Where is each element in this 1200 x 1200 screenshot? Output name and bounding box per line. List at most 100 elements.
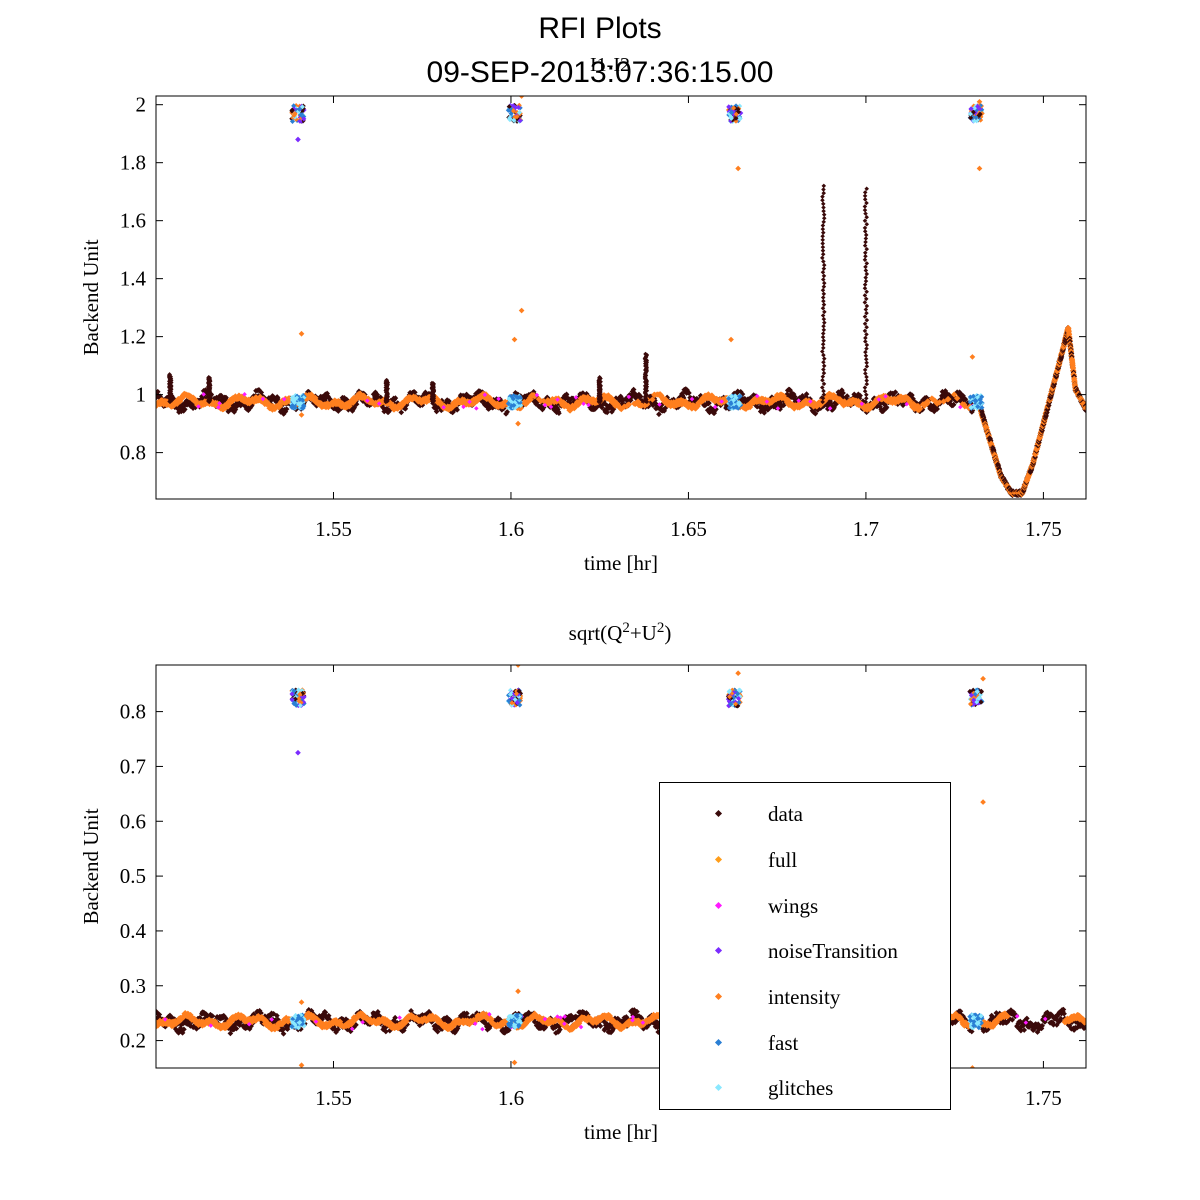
spike-point bbox=[863, 275, 868, 280]
data-point bbox=[883, 404, 890, 411]
spike-point bbox=[863, 335, 868, 341]
spike-point bbox=[863, 349, 868, 355]
spike-point bbox=[821, 190, 826, 196]
spike-point bbox=[821, 338, 826, 343]
outlier-point bbox=[298, 412, 305, 418]
plot-area bbox=[156, 96, 1086, 499]
spike-point bbox=[821, 187, 826, 192]
y-tick-label: 0.8 bbox=[120, 441, 146, 465]
outlier-point bbox=[728, 336, 734, 343]
outlier-point bbox=[735, 165, 741, 172]
spike-point bbox=[821, 388, 826, 394]
spike-point bbox=[864, 392, 869, 398]
spike-point bbox=[862, 282, 868, 287]
data-point bbox=[892, 389, 899, 396]
data-point bbox=[857, 392, 863, 399]
data-point bbox=[283, 406, 290, 412]
y-tick-label: 1.8 bbox=[120, 151, 146, 175]
data-point bbox=[844, 393, 850, 399]
data-point bbox=[556, 410, 562, 417]
spike-point bbox=[820, 374, 826, 379]
outlier-point bbox=[511, 336, 518, 343]
spike-point bbox=[820, 234, 825, 239]
figure-title: RFI Plots bbox=[538, 12, 662, 45]
spike-point bbox=[820, 270, 826, 275]
spike-point bbox=[820, 255, 825, 261]
outlier-point bbox=[969, 354, 976, 360]
spike-point bbox=[821, 277, 826, 282]
data-point bbox=[392, 395, 399, 401]
spike-point bbox=[863, 211, 868, 216]
spike-point bbox=[822, 320, 827, 325]
spike-point bbox=[821, 367, 826, 372]
spike-point bbox=[863, 232, 869, 238]
data-point bbox=[934, 406, 940, 412]
spike-point bbox=[821, 352, 826, 358]
spike-point bbox=[820, 295, 826, 300]
outlier-point bbox=[976, 165, 983, 172]
spike-point bbox=[863, 268, 869, 273]
outlier-point bbox=[515, 420, 521, 427]
spike-point bbox=[821, 262, 827, 268]
spike-point bbox=[820, 349, 825, 354]
spike-point bbox=[864, 374, 869, 380]
spike-point bbox=[822, 280, 827, 286]
spike-point bbox=[821, 363, 827, 369]
x-axis-label: time [hr] bbox=[584, 551, 658, 575]
data-point bbox=[803, 391, 810, 397]
spike-point bbox=[820, 331, 826, 336]
spike-point bbox=[821, 284, 827, 289]
spike-point bbox=[862, 385, 868, 390]
spike-point bbox=[821, 302, 827, 307]
spike-point bbox=[821, 219, 826, 225]
figure-timestamp: 09-SEP-2013:07:36:15.00 bbox=[426, 56, 774, 89]
data-point bbox=[637, 393, 644, 400]
spike-point bbox=[864, 346, 869, 351]
data-point bbox=[604, 409, 610, 416]
outlier-point bbox=[518, 307, 525, 314]
data-point bbox=[433, 408, 440, 415]
data-point bbox=[656, 411, 662, 418]
spike-point bbox=[821, 183, 827, 189]
spike-point bbox=[864, 360, 869, 366]
x-tick-label: 1.7 bbox=[853, 517, 879, 541]
spike-point bbox=[863, 278, 869, 284]
wings-point bbox=[474, 406, 479, 411]
data-point bbox=[791, 393, 798, 400]
y-tick-label: 1 bbox=[136, 383, 147, 407]
data-point bbox=[840, 390, 846, 396]
data-point bbox=[686, 390, 692, 396]
y-tick-label: 1.4 bbox=[120, 267, 147, 291]
spike-point bbox=[821, 327, 827, 333]
spike-point bbox=[821, 291, 827, 297]
spike-point bbox=[820, 194, 825, 199]
spike-point bbox=[820, 223, 826, 228]
outlier-point bbox=[295, 136, 301, 143]
spike-point bbox=[822, 356, 827, 361]
y-tick-label: 1.2 bbox=[120, 325, 146, 349]
spike-point bbox=[821, 259, 826, 264]
spike-point bbox=[820, 201, 826, 207]
spike-point bbox=[864, 271, 870, 277]
spike-point bbox=[821, 370, 827, 376]
spike-point bbox=[820, 342, 826, 347]
spike-point bbox=[863, 236, 869, 241]
spike-point bbox=[820, 230, 826, 235]
data-point bbox=[398, 409, 405, 416]
spike-point bbox=[863, 353, 869, 358]
data-point bbox=[706, 400, 712, 406]
bottom-plot: 1.551.61.651.71.750.20.30.40.50.60.70.8t… bbox=[79, 664, 1087, 1144]
data-point bbox=[504, 409, 510, 415]
data-point bbox=[258, 389, 265, 396]
data-point bbox=[950, 401, 957, 408]
y-axis-label: Backend Unit bbox=[79, 239, 103, 355]
spike-point bbox=[821, 273, 827, 279]
data-point bbox=[812, 410, 819, 417]
spike-point bbox=[821, 360, 826, 365]
top-plot: 1.55 1.6 1.65 1.7 1.750.811.21.41.61.82time … bbox=[79, 93, 1087, 575]
spike-point bbox=[821, 212, 827, 217]
spike-point bbox=[820, 252, 826, 257]
y-tick-label: 1.6 bbox=[120, 209, 146, 233]
spike-point bbox=[863, 356, 869, 362]
